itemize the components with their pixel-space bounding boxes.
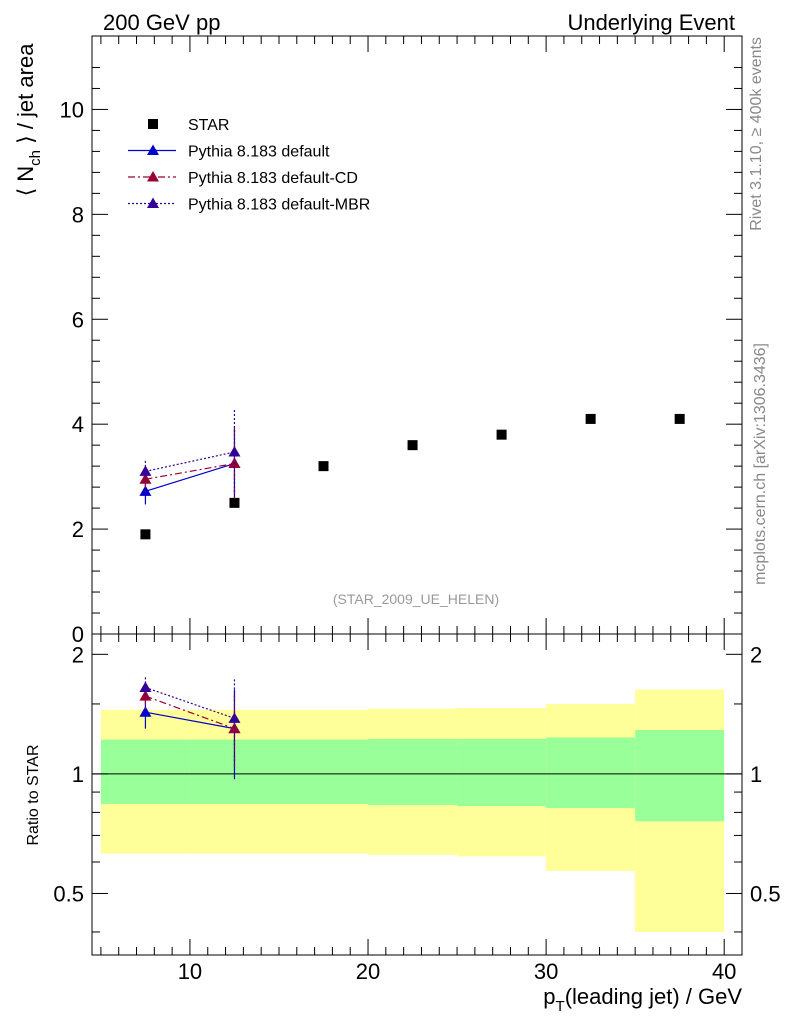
y-tick-label: 8	[72, 202, 84, 227]
ratio-pythia_default-line	[145, 711, 235, 730]
band-inner	[546, 737, 636, 809]
x-axis-label-sub: T	[556, 998, 565, 1015]
ratio-pythia_default-point	[139, 706, 152, 717]
star-point	[407, 440, 418, 451]
left-title: 200 GeV pp	[103, 10, 220, 35]
x-tick-label: 20	[356, 959, 380, 984]
y-tick-label: 6	[72, 307, 84, 332]
x-tick-label: 10	[178, 959, 202, 984]
band-inner	[278, 739, 369, 804]
ratio-y-tick-label-right: 2	[750, 642, 762, 667]
band-inner	[368, 738, 458, 806]
ratio-bands	[92, 689, 742, 932]
main-ylabel: ⟨ Nch ⟩ / jet area	[13, 43, 44, 197]
y-tick-label: 2	[72, 517, 84, 542]
legend-label-star: STAR	[188, 117, 229, 134]
ratio-y-tick-label-right: 1	[750, 762, 762, 787]
ratio-y-tick-label: 2	[72, 642, 84, 667]
ratio-y-tick-label-right: 0.5	[750, 881, 781, 906]
legend: STAR Pythia 8.183 default Pythia 8.183 def…	[128, 117, 370, 214]
pythia_mbr-point	[139, 465, 152, 476]
ratio-series-layer	[139, 677, 241, 780]
y-tick-label: 10	[60, 97, 84, 122]
main-ylabel-rest: ⟩ / jet area	[13, 43, 38, 150]
pythia_mbr-point	[228, 445, 241, 457]
star-point	[496, 429, 507, 440]
rivet-label: Rivet 3.1.10, ≥ 400k events	[748, 37, 765, 231]
ratio-y-tick-label: 1	[72, 762, 84, 787]
main-ylabel-sub: ch	[27, 150, 44, 166]
x-tick-label: 30	[534, 959, 558, 984]
band-inner	[635, 729, 725, 822]
ratio-ylabel: Ratio to STAR	[25, 744, 42, 845]
legend-label-pythia_cd: Pythia 8.183 default-CD	[188, 170, 358, 187]
star-point	[585, 413, 596, 424]
ratio-y-tick-label: 0.5	[53, 881, 84, 906]
star-point	[318, 461, 329, 472]
legend-label-pythia_default: Pythia 8.183 default	[188, 144, 330, 161]
ratio-pythia_mbr-point	[139, 681, 152, 693]
band-inner	[100, 739, 190, 804]
main-panel: 0 2 4 6 8 10 (STAR_2009_UE_HELEN) ⟨ Nch ⟩ / j…	[13, 35, 743, 647]
x-axis-label-rest: (leading jet) / GeV	[565, 984, 743, 1009]
x-axis-label-main: p	[543, 984, 555, 1009]
legend-marker-pythia_default	[147, 144, 159, 155]
pythia_default-point	[139, 485, 152, 496]
ratio-frame	[91, 633, 743, 956]
analysis-tag: (STAR_2009_UE_HELEN)	[333, 591, 499, 607]
band-inner	[457, 738, 547, 807]
ratio-panel: 0.5 0.5 1 1 2 2 10 20 30 40 Ratio to STAR pT(lead…	[25, 633, 781, 1015]
main-series-layer	[139, 410, 685, 540]
pythia_default-line	[145, 462, 235, 492]
legend-marker-star	[148, 119, 158, 129]
y-tick-label: 0	[72, 622, 84, 647]
star-point	[229, 497, 240, 508]
main-ylabel-main: ⟨ N	[13, 166, 38, 197]
star-point	[674, 413, 685, 424]
ratio-pythia_cd-line	[145, 695, 235, 730]
x-tick-label: 40	[712, 959, 736, 984]
x-axis-label: pT(leading jet) / GeV	[543, 984, 742, 1015]
pythia_cd-line	[145, 462, 235, 480]
star-point	[140, 529, 151, 540]
y-tick-label: 4	[72, 412, 84, 437]
legend-marker-pythia_cd	[147, 171, 159, 182]
pythia_mbr-line	[145, 451, 235, 472]
ratio-ticks: 0.5 0.5 1 1 2 2 10 20 30 40	[53, 634, 781, 984]
legend-label-pythia_mbr: Pythia 8.183 default-MBR	[188, 197, 370, 214]
right-title: Underlying Event	[567, 10, 735, 35]
ratio-pythia_mbr-point	[228, 712, 241, 723]
main-ticks: 0 2 4 6 8 10	[60, 36, 742, 647]
legend-marker-pythia_mbr	[147, 197, 159, 208]
mcplots-label: mcplots.cern.ch [arXiv:1306.3436]	[752, 343, 769, 585]
